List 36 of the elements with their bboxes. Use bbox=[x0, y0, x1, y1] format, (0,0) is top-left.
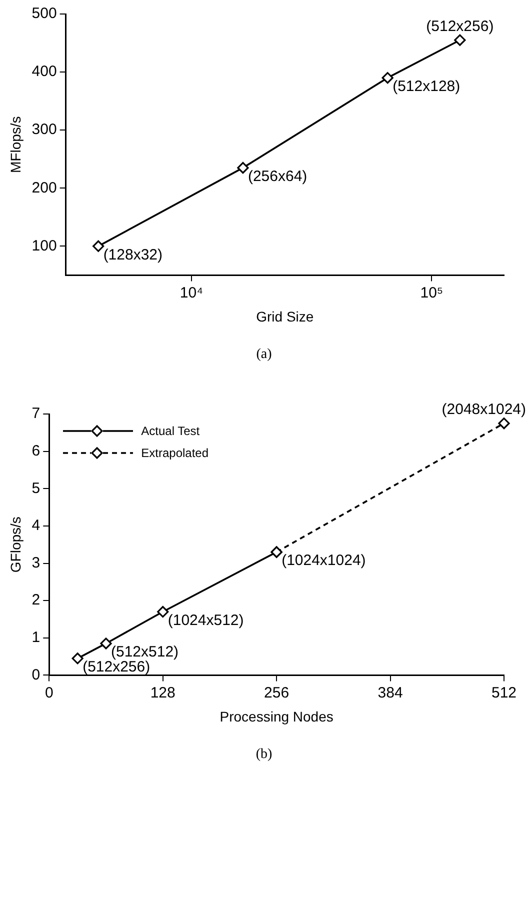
y-axis-title: MFlops/s bbox=[7, 116, 24, 173]
x-axis-title: Processing Nodes bbox=[220, 708, 334, 724]
y-tick-label: 5 bbox=[32, 480, 40, 497]
annotation: (512x256) bbox=[426, 18, 494, 35]
y-tick-label: 7 bbox=[32, 405, 40, 422]
x-tick-label: 10⁴ bbox=[180, 284, 204, 302]
y-tick-label: 400 bbox=[32, 63, 57, 80]
annotation: (512x256) bbox=[82, 658, 150, 676]
y-tick-label: 100 bbox=[32, 237, 57, 254]
y-tick-label: 200 bbox=[32, 179, 57, 196]
y-tick-label: 4 bbox=[32, 517, 40, 534]
x-axis-title: Grid Size bbox=[256, 308, 314, 324]
y-tick-label: 500 bbox=[32, 5, 57, 22]
x-tick-label: 384 bbox=[378, 684, 403, 702]
legend-label: Extrapolated bbox=[141, 446, 209, 460]
annotation: (1024x1024) bbox=[282, 552, 366, 570]
annotation: (128x32) bbox=[103, 246, 163, 264]
y-tick-label: 1 bbox=[32, 629, 40, 646]
y-tick-label: 0 bbox=[32, 666, 40, 684]
annotation: (2048x1024) bbox=[442, 400, 526, 418]
annotation: (1024x512) bbox=[168, 612, 244, 629]
y-tick-label: 3 bbox=[32, 554, 40, 572]
annotation: (512x128) bbox=[392, 78, 460, 95]
x-tick-label: 512 bbox=[491, 684, 517, 702]
y-tick-label: 6 bbox=[32, 442, 40, 460]
x-tick-label: 128 bbox=[150, 684, 176, 702]
annotation: (256x64) bbox=[248, 168, 308, 185]
annotation: (512x512) bbox=[111, 644, 179, 661]
text: (a) bbox=[255, 346, 273, 364]
x-tick-label: 256 bbox=[264, 684, 290, 702]
text: (b) bbox=[254, 746, 274, 764]
legend-label: Actual Test bbox=[141, 424, 200, 438]
y-tick-label: 2 bbox=[32, 592, 40, 609]
y-tick-label: 300 bbox=[32, 121, 57, 138]
y-axis-title: GFlops/s bbox=[7, 516, 24, 573]
x-tick-label: 10⁵ bbox=[420, 284, 444, 302]
